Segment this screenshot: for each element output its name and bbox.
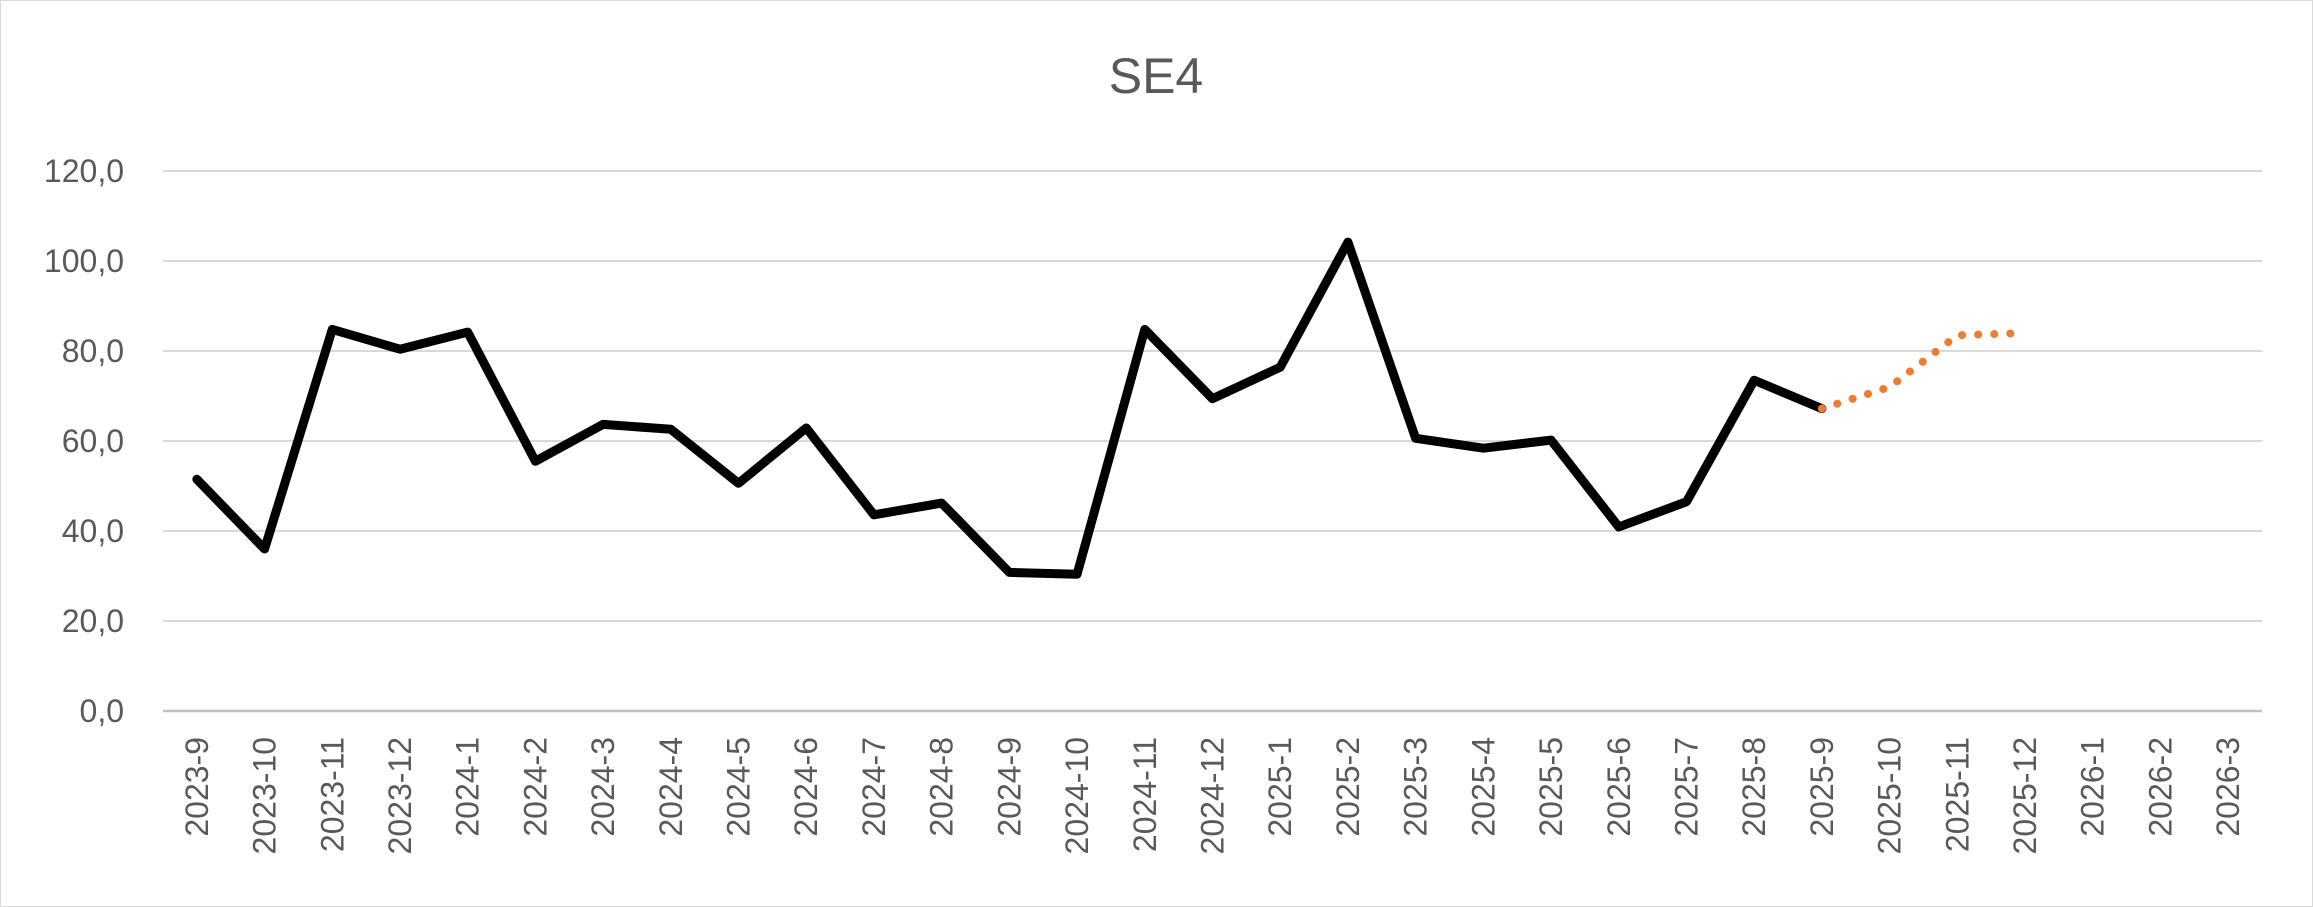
x-tick-label: 2025-10 [1872,737,1908,854]
x-tick-label: 2025-12 [2007,737,2043,854]
x-tick-label: 2023-9 [179,737,215,837]
x-tick-label: 2025-2 [1330,737,1366,837]
x-tick-label: 2024-12 [1195,737,1231,854]
series-lines [192,237,2030,579]
forecast-series-line [1817,329,2030,413]
y-tick-label: 40,0 [62,513,124,549]
x-tick-label: 2023-11 [314,737,350,852]
x-tick-label: 2026-3 [2210,737,2246,837]
x-tick-label: 2023-10 [247,737,283,854]
gridlines [163,170,2262,713]
actual-series-line [192,237,1827,579]
y-axis-ticks: 0,0 20,0 40,0 60,0 80,0 100,0 120,0 [44,153,124,729]
y-tick-label: 0,0 [80,693,124,729]
x-tick-label: 2025-11 [1939,737,1975,852]
x-tick-label: 2024-11 [1127,737,1163,852]
x-tick-label: 2023-12 [382,737,418,854]
chart-title: SE4 [1109,48,1204,104]
x-tick-label: 2024-4 [653,737,689,837]
x-axis-ticks: 2023-9 2023-10 2023-11 2023-12 2024-1 2024-2 2… [179,737,2246,854]
x-tick-label: 2025-8 [1736,737,1772,837]
x-tick-label: 2024-1 [450,737,486,837]
y-tick-label: 100,0 [44,243,124,279]
x-tick-label: 2024-3 [585,737,621,837]
y-tick-label: 60,0 [62,423,124,459]
x-tick-label: 2025-6 [1601,737,1637,837]
y-tick-label: 120,0 [44,153,124,189]
x-tick-label: 2026-2 [2142,737,2178,837]
x-tick-label: 2024-7 [856,737,892,837]
x-tick-label: 2025-7 [1668,737,1704,837]
x-tick-label: 2024-10 [1059,737,1095,854]
x-tick-label: 2024-5 [721,737,757,837]
y-tick-label: 80,0 [62,333,124,369]
x-tick-label: 2025-9 [1804,737,1840,837]
x-tick-label: 2025-5 [1533,737,1569,837]
x-tick-label: 2024-6 [788,737,824,837]
x-tick-label: 2025-1 [1262,737,1298,837]
x-tick-label: 2024-2 [517,737,553,837]
x-tick-label: 2026-1 [2075,737,2111,837]
x-tick-label: 2025-4 [1465,737,1501,837]
x-tick-label: 2025-3 [1398,737,1434,837]
y-tick-label: 20,0 [62,603,124,639]
x-tick-label: 2024-8 [924,737,960,837]
x-tick-label: 2024-9 [991,737,1027,837]
